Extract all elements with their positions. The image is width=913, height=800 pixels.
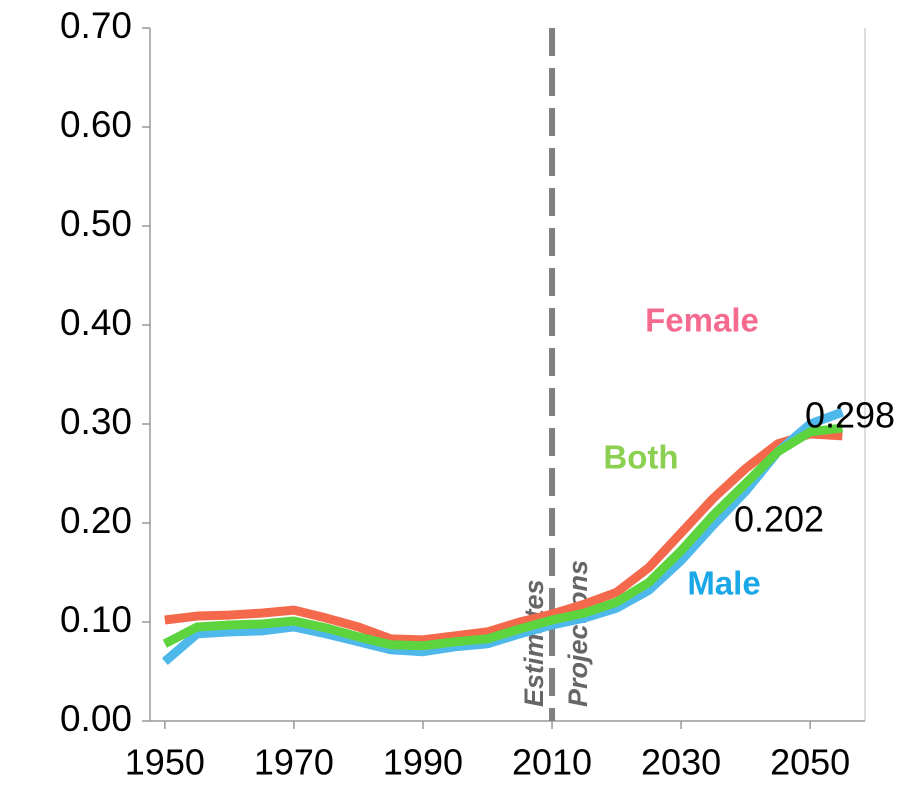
y-tick-label: 0.70 <box>60 5 132 46</box>
y-tick-label: 0.60 <box>60 104 132 145</box>
series-label: Female <box>645 302 759 339</box>
series-line <box>161 407 844 666</box>
annotation: 0.202 <box>734 499 824 540</box>
y-tick-label: 0.00 <box>60 698 132 739</box>
y-tick-label: 0.50 <box>60 203 132 244</box>
x-tick-label: 2030 <box>641 742 721 783</box>
series-line <box>162 423 843 651</box>
x-tick-label: 1990 <box>383 742 463 783</box>
x-tick-label: 2010 <box>512 742 592 783</box>
series-label: Male <box>687 565 760 602</box>
y-tick-label: 0.10 <box>60 599 132 640</box>
x-tick-label: 2050 <box>770 742 850 783</box>
x-tick-label: 1970 <box>254 742 334 783</box>
series-label: Both <box>603 439 678 476</box>
y-tick-label: 0.40 <box>60 302 132 343</box>
y-tick-label: 0.30 <box>60 401 132 442</box>
x-tick-label: 1950 <box>125 742 205 783</box>
annotation: 0.298 <box>805 395 895 436</box>
series-line <box>164 429 843 645</box>
divider-right-label: Projections <box>563 560 593 707</box>
y-tick-label: 0.20 <box>60 500 132 541</box>
divider-left-label: Estimates <box>519 579 549 707</box>
